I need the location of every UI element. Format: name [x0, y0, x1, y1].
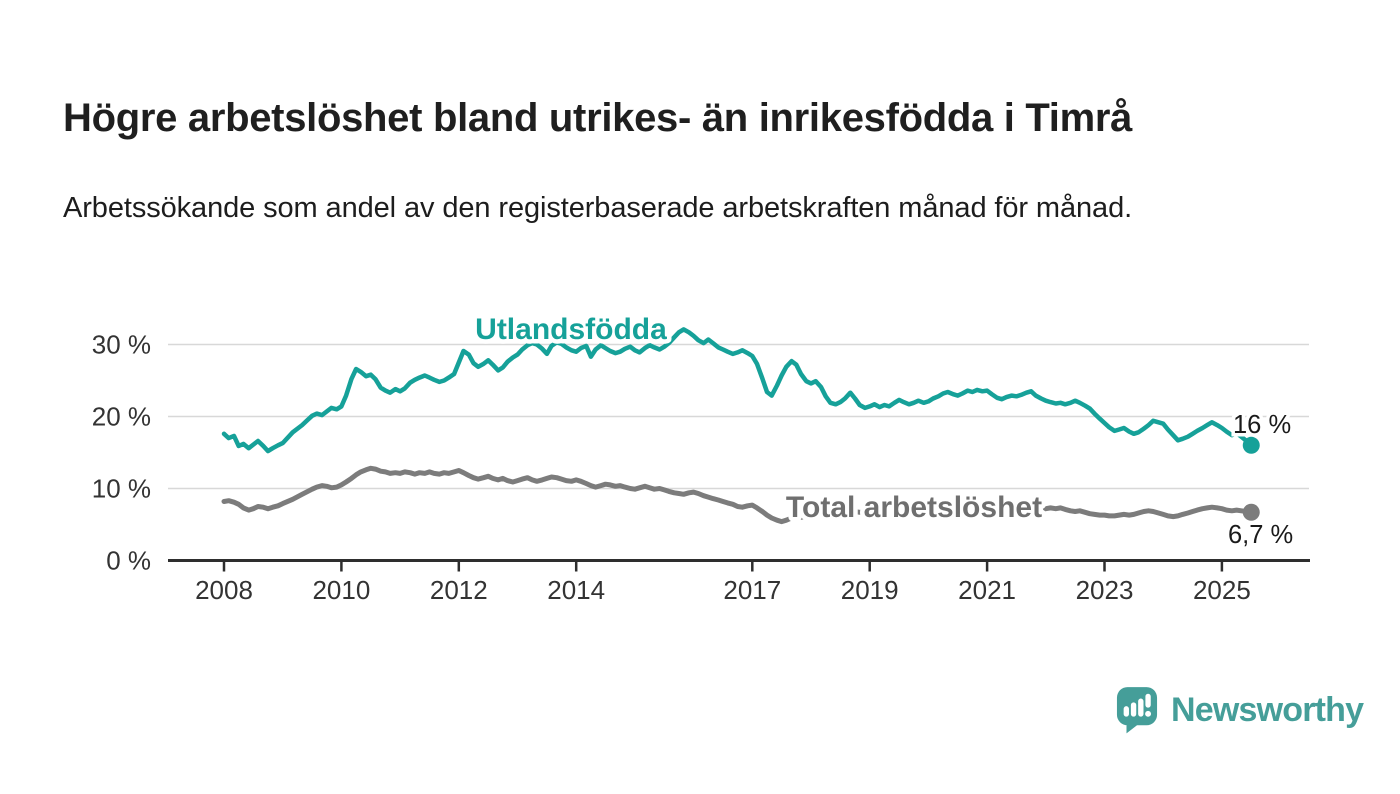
x-axis-tick-label: 2010: [312, 575, 370, 605]
series-end-value-label: 6,7 %: [1228, 521, 1293, 549]
x-axis-tick-label: 2008: [195, 575, 253, 605]
series-line-utlandsfodda: [221, 327, 1254, 454]
x-axis-tick-label: 2012: [430, 575, 488, 605]
chart-subtitle: Arbetssökande som andel av den registerb…: [63, 192, 1133, 224]
x-axis-tick-label: 2021: [958, 575, 1016, 605]
newsworthy-wordmark: Newsworthy: [1171, 691, 1364, 729]
series-line-total-arbetsloshet: [221, 465, 1254, 525]
newsworthy-speech-bubble-bar-chart-icon: [1116, 686, 1158, 734]
y-axis-tick-label: 10 %: [92, 474, 151, 504]
y-axis-tick-label: 20 %: [92, 402, 151, 432]
x-axis-tick-label: 2014: [547, 575, 605, 605]
page-title: Högre arbetslöshet bland utrikes- än inr…: [63, 95, 1133, 140]
series-label-total-arbetsloshet: Total arbetslöshet: [786, 491, 1042, 524]
y-axis-tick-label: 0 %: [106, 546, 151, 576]
series-label-utlandsfodda: Utlandsfödda: [475, 313, 667, 346]
x-axis-tick-label: 2025: [1193, 575, 1251, 605]
x-axis-tick-label: 2017: [723, 575, 781, 605]
y-axis-tick-label: 30 %: [92, 330, 151, 360]
x-axis-tick-label: 2023: [1076, 575, 1134, 605]
series-end-dot-total-arbetsloshet: [1242, 503, 1260, 521]
series-end-dot-utlandsfodda: [1242, 436, 1260, 454]
series-end-value-label: 16 %: [1233, 411, 1291, 439]
newsworthy-logo: Newsworthy: [1116, 686, 1364, 734]
x-axis-tick-label: 2019: [841, 575, 899, 605]
